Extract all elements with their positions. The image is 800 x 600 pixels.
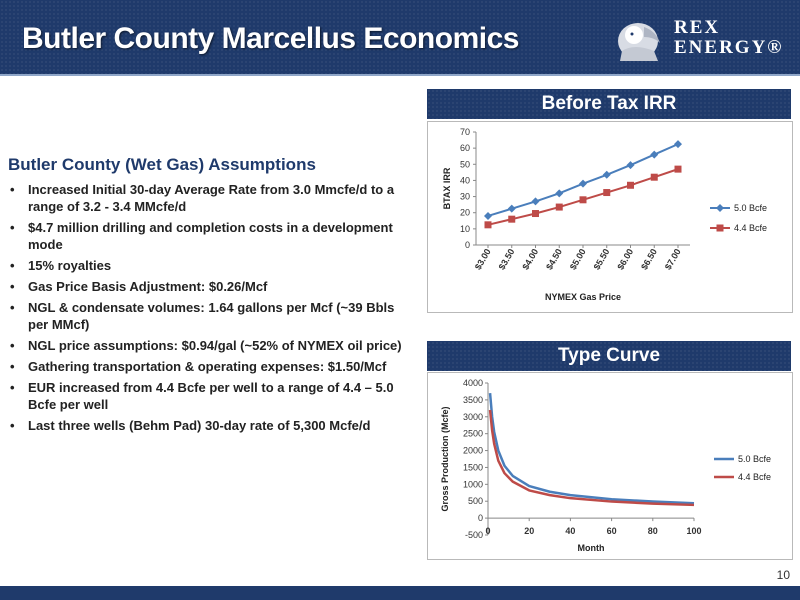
data-point (674, 165, 682, 173)
data-point (579, 196, 587, 204)
y-tick-label: 4000 (463, 378, 483, 388)
list-item: • 15% royalties (10, 258, 112, 273)
data-point (626, 161, 635, 170)
data-point (555, 203, 563, 211)
y-tick-label: 70 (460, 127, 470, 137)
list-item: • NGL price assumptions: $0.94/gal (~52% … (10, 338, 402, 353)
data-point (555, 189, 564, 198)
list-item: • EUR increased from 4.4 Bcfe per well to… (10, 380, 394, 412)
y-axis-title: BTAX IRR (442, 167, 452, 209)
data-point (484, 221, 492, 229)
y-tick-label: 30 (460, 192, 470, 202)
list-item: • NGL & condensate volumes: 1.64 gallons … (10, 300, 395, 332)
series-line (488, 393, 695, 505)
data-point (674, 140, 682, 149)
y-tick-label: 3000 (463, 412, 483, 422)
x-tick-label: $4.00 (520, 247, 540, 272)
x-tick-label: 60 (607, 526, 617, 536)
data-point (579, 179, 587, 188)
x-tick-label: 20 (524, 526, 534, 536)
y-axis-title: Gross Production (Mcfe) (440, 406, 450, 511)
legend-label: 5.0 Bcfe (738, 454, 771, 464)
x-tick-label: $6.50 (639, 247, 659, 272)
data-point (507, 204, 516, 213)
legend-label: 4.4 Bcfe (734, 223, 767, 233)
x-tick-label: $6.00 (615, 247, 635, 272)
legend-label: 5.0 Bcfe (734, 203, 767, 213)
y-tick-label: 20 (460, 208, 470, 218)
list-item: • Increased Initial 30-day Average Rate f… (10, 182, 395, 214)
irr-chart-box: 0 10 20 30 40 50 60 70 $3.00 $3.50 $4.00 $4.50 $5.00… (427, 121, 793, 313)
lion-logo-icon (618, 23, 660, 61)
x-tick-label: $4.50 (544, 247, 564, 272)
y-tick-label: 3500 (463, 395, 483, 405)
y-tick-label: 500 (468, 496, 483, 506)
logo-energy-text: ENERGY® (674, 37, 784, 58)
data-point (602, 170, 611, 179)
x-tick-label: $3.50 (497, 247, 517, 272)
irr-panel-title: Before Tax IRR (427, 89, 791, 119)
y-tick-label: -500 (465, 530, 483, 540)
x-tick-label: $7.00 (663, 247, 683, 272)
x-tick-label: $3.00 (473, 247, 493, 272)
x-tick-label: 80 (648, 526, 658, 536)
legend-label: 4.4 Bcfe (738, 472, 771, 482)
assumptions-list: • Increased Initial 30-day Average Rate f… (8, 181, 408, 438)
y-tick-label: 2500 (463, 429, 483, 439)
list-item: • Gathering transportation & operating ex… (10, 359, 387, 374)
data-point (484, 211, 492, 220)
assumptions-heading: Butler County (Wet Gas) Assumptions (8, 155, 316, 174)
data-point (508, 215, 516, 223)
logo-rex-text: REX (674, 17, 721, 38)
irr-chart: 0 10 20 30 40 50 60 70 $3.00 $3.50 $4.00 $4.50 $5.00… (442, 127, 767, 302)
data-point (650, 150, 659, 159)
footer-bar (0, 586, 800, 600)
type-curve-chart-box: -500 0 500 1000 1500 2000 2500 3000 3500 4000 0 20 4… (427, 372, 793, 560)
page-number: 10 (776, 568, 790, 582)
y-tick-label: 10 (460, 224, 470, 234)
x-tick-label: 0 (485, 526, 490, 536)
y-tick-label: 0 (465, 240, 470, 250)
company-logo: REX ENERGY® (614, 17, 784, 65)
data-point (532, 210, 539, 218)
x-tick-label: $5.50 (592, 247, 612, 272)
x-axis-title: Month (578, 543, 605, 553)
y-tick-label: 2000 (463, 446, 483, 456)
list-item: • $4.7 million drilling and completion co… (10, 220, 393, 252)
series-line (488, 409, 695, 507)
list-item: • Gas Price Basis Adjustment: $0.26/Mcf (10, 279, 268, 294)
legend-marker (716, 224, 724, 232)
legend-marker (716, 204, 724, 212)
y-tick-label: 1000 (463, 479, 483, 489)
page-title: Butler County Marcellus Economics (22, 22, 519, 55)
data-point (603, 189, 611, 197)
header-bar: Butler County Marcellus Economics REX EN… (0, 0, 800, 74)
y-tick-label: 0 (478, 513, 483, 523)
header-divider (0, 74, 800, 76)
data-point (531, 197, 540, 206)
y-tick-label: 60 (460, 143, 470, 153)
type-curve-panel-title: Type Curve (427, 341, 791, 371)
list-item: • Last three wells (Behm Pad) 30-day rate… (10, 418, 371, 433)
y-tick-label: 40 (460, 175, 470, 185)
y-tick-label: 50 (460, 159, 470, 169)
x-axis-title: NYMEX Gas Price (545, 292, 621, 302)
x-tick-label: $5.00 (568, 247, 588, 272)
x-tick-label: 100 (686, 526, 701, 536)
data-point (627, 181, 634, 189)
data-point (650, 173, 658, 181)
x-tick-label: 40 (565, 526, 575, 536)
y-tick-label: 1500 (463, 462, 483, 472)
